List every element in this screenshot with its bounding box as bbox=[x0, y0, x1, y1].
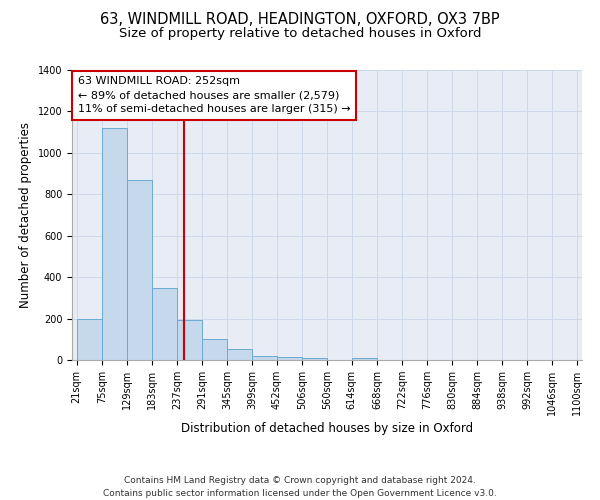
Text: 63, WINDMILL ROAD, HEADINGTON, OXFORD, OX3 7BP: 63, WINDMILL ROAD, HEADINGTON, OXFORD, O… bbox=[100, 12, 500, 28]
Bar bbox=[101, 128, 127, 360]
Y-axis label: Number of detached properties: Number of detached properties bbox=[19, 122, 32, 308]
Text: Contains HM Land Registry data © Crown copyright and database right 2024.
Contai: Contains HM Land Registry data © Crown c… bbox=[103, 476, 497, 498]
Text: 63 WINDMILL ROAD: 252sqm
← 89% of detached houses are smaller (2,579)
11% of sem: 63 WINDMILL ROAD: 252sqm ← 89% of detach… bbox=[78, 76, 350, 114]
Bar bbox=[177, 320, 202, 360]
Bar bbox=[127, 180, 152, 360]
Bar bbox=[77, 318, 101, 360]
Text: Size of property relative to detached houses in Oxford: Size of property relative to detached ho… bbox=[119, 28, 481, 40]
Bar bbox=[277, 357, 302, 360]
Bar bbox=[352, 358, 377, 360]
Bar bbox=[227, 348, 252, 360]
Bar bbox=[202, 340, 227, 360]
Bar bbox=[152, 288, 177, 360]
Bar bbox=[252, 356, 277, 360]
X-axis label: Distribution of detached houses by size in Oxford: Distribution of detached houses by size … bbox=[181, 422, 473, 435]
Bar bbox=[302, 358, 327, 360]
